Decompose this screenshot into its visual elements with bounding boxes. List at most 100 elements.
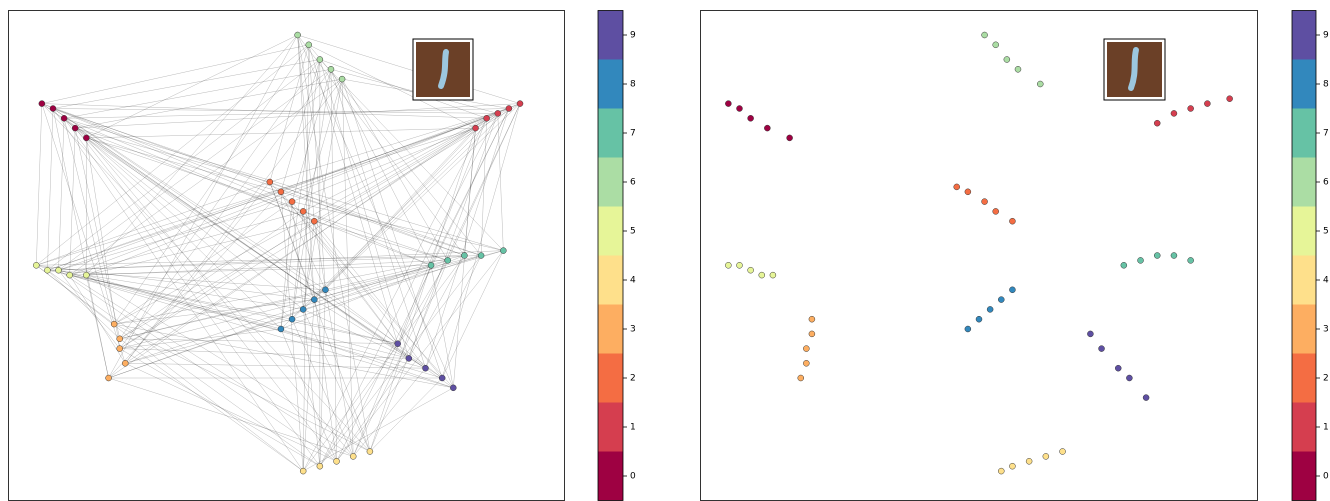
connection-line <box>292 69 331 201</box>
point <box>423 365 429 371</box>
point <box>1154 253 1160 259</box>
point <box>334 458 340 464</box>
point <box>311 297 317 303</box>
point <box>976 316 982 322</box>
point <box>998 468 1004 474</box>
connection-line <box>431 265 453 388</box>
connection-line <box>120 339 398 344</box>
point <box>44 267 50 273</box>
colorbar-segment <box>1292 158 1316 207</box>
connection-line <box>303 79 342 211</box>
point <box>1037 81 1043 87</box>
point <box>1009 287 1015 293</box>
colorbar-tick-label: 1 <box>1323 423 1329 433</box>
connection-line <box>281 60 320 330</box>
connection-line <box>270 109 509 183</box>
connection-line <box>303 211 431 265</box>
point <box>278 326 284 332</box>
point <box>1204 101 1210 107</box>
point <box>289 316 295 322</box>
connection-line <box>303 104 520 310</box>
connection-line <box>303 45 309 471</box>
point <box>495 110 501 116</box>
connection-line <box>36 265 303 471</box>
colorbar-tick-label: 5 <box>1323 227 1329 237</box>
colorbar-tick-label: 7 <box>630 129 636 139</box>
connection-line <box>47 109 53 271</box>
point <box>83 272 89 278</box>
colorbar-segment <box>1292 452 1316 501</box>
colorbar-tick-label: 9 <box>630 31 636 41</box>
colorbar-segment <box>598 158 623 207</box>
point <box>993 208 999 214</box>
connection-line <box>36 256 464 266</box>
colorbar-segment <box>598 256 623 305</box>
point <box>787 135 793 141</box>
point <box>965 326 971 332</box>
point <box>117 336 123 342</box>
colorbar-segment <box>1292 256 1316 305</box>
point <box>982 199 988 205</box>
connection-line <box>53 109 303 212</box>
colorbar-segment <box>598 109 623 158</box>
connection-line <box>125 79 342 363</box>
colorbar-tick-label: 8 <box>630 80 636 90</box>
point <box>122 360 128 366</box>
connection-line <box>59 202 293 271</box>
point <box>445 257 451 263</box>
point <box>803 346 809 352</box>
connection-line <box>47 270 319 466</box>
point <box>748 267 754 273</box>
connection-line <box>75 128 336 461</box>
point <box>1126 375 1132 381</box>
point <box>306 42 312 48</box>
point <box>993 42 999 48</box>
point <box>350 453 356 459</box>
connection-line <box>303 79 342 309</box>
point <box>50 106 56 112</box>
connection-line <box>86 128 475 138</box>
figure: 01234567890123456789 <box>0 0 1330 501</box>
point <box>56 267 62 273</box>
colorbar-segment <box>1292 305 1316 354</box>
connection-line <box>337 358 409 461</box>
point <box>484 115 490 121</box>
point <box>1143 395 1149 401</box>
point <box>1004 57 1010 63</box>
connection-line <box>36 265 314 299</box>
point <box>725 101 731 107</box>
colorbar-segment <box>1292 403 1316 452</box>
colorbar-segment <box>598 452 623 501</box>
point <box>395 341 401 347</box>
colorbar-tick-label: 6 <box>1323 178 1329 188</box>
colorbar-tick-label: 4 <box>630 276 636 286</box>
connection-line <box>53 60 320 109</box>
point <box>1154 120 1160 126</box>
connection-line <box>325 118 486 289</box>
point <box>461 253 467 259</box>
colorbar-tick-label: 2 <box>630 374 636 384</box>
colorbar-tick-label: 0 <box>1323 472 1329 482</box>
point <box>954 184 960 190</box>
point <box>72 125 78 131</box>
point <box>1015 66 1021 72</box>
point <box>736 106 742 112</box>
point <box>328 66 334 72</box>
connection-line <box>120 69 331 348</box>
connection-line <box>409 113 498 358</box>
colorbar-segment <box>598 11 623 60</box>
connection-line <box>64 118 281 329</box>
point <box>1043 453 1049 459</box>
point <box>1115 365 1121 371</box>
connection-line <box>47 192 281 270</box>
point <box>1009 463 1015 469</box>
connection-line <box>86 138 447 261</box>
connection-line <box>342 79 442 378</box>
point <box>83 135 89 141</box>
connection-line <box>281 329 453 388</box>
point <box>982 32 988 38</box>
point <box>1171 110 1177 116</box>
colorbar-tick-label: 7 <box>1323 129 1329 139</box>
colorbar-tick-label: 4 <box>1323 276 1329 286</box>
connection-line <box>36 104 42 266</box>
